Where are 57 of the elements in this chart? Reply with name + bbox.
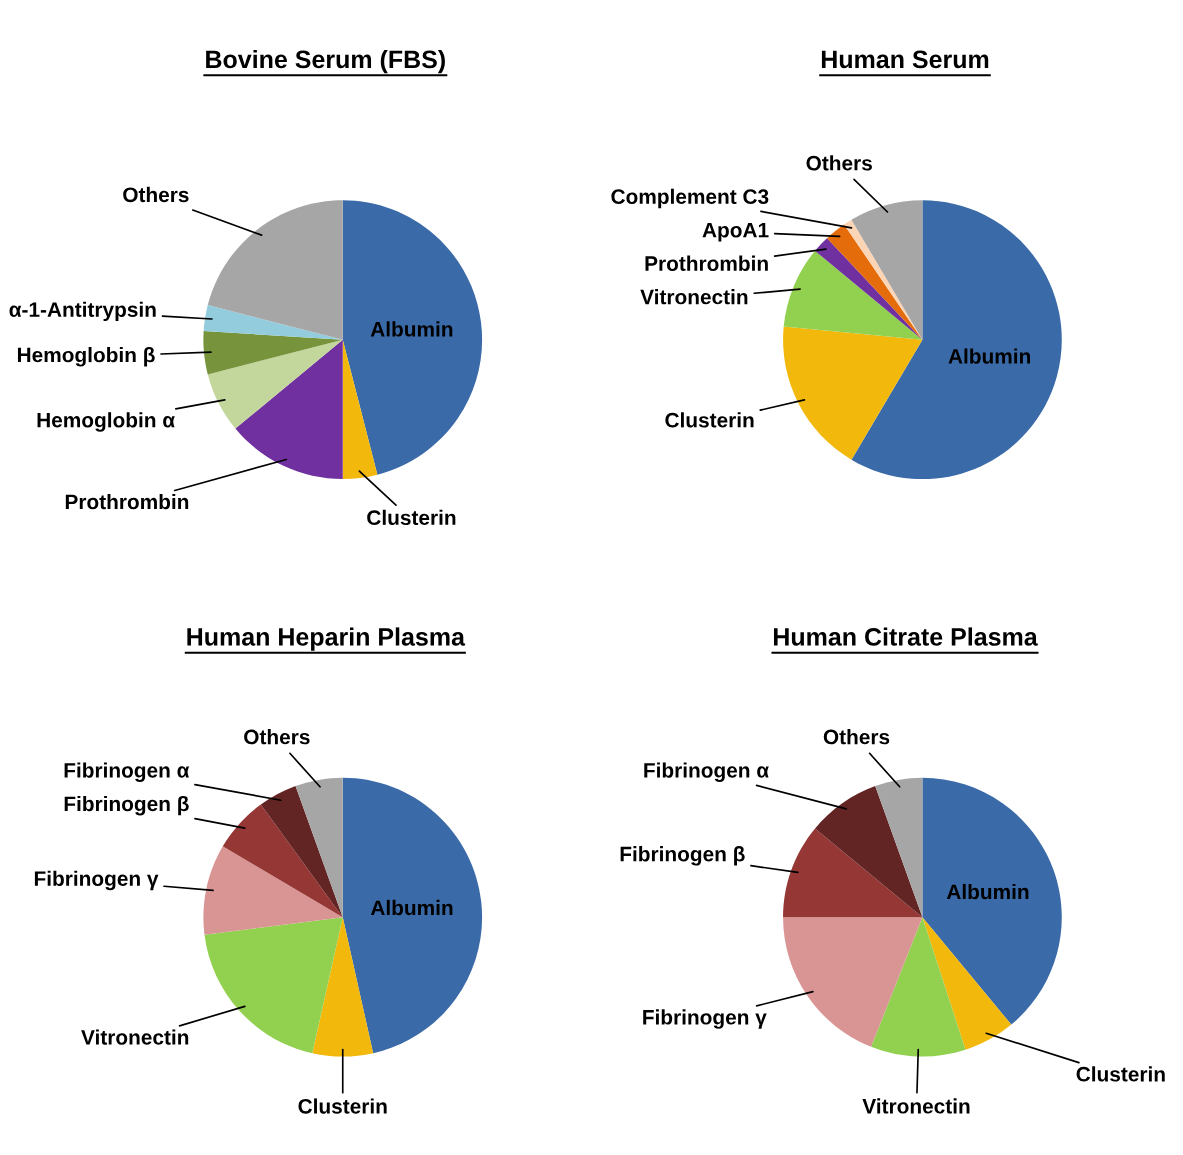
slice-label: Fibrinogen α (644, 762, 769, 782)
pie-slice (875, 777, 923, 918)
pie-slice (235, 339, 343, 480)
slice-label: Albumin (370, 899, 453, 916)
pie-slice (207, 200, 343, 340)
slice-label: Clusterin (367, 509, 456, 526)
pie-slice (222, 804, 343, 918)
chart-title: Human Serum (821, 50, 989, 69)
slice-label: Others (123, 186, 189, 203)
pie-slice (922, 917, 1012, 1050)
slice-label: Clusterin (298, 1098, 387, 1114)
slice-label: Albumin (370, 321, 453, 337)
slice-label: Vitronectin (640, 289, 748, 305)
pie-slice (871, 917, 966, 1057)
slice-label: Fibrinogen γ (34, 870, 159, 891)
chart-title: Human Heparin Plasma (187, 627, 466, 651)
pie-slice (815, 786, 923, 918)
pie-slice (204, 917, 343, 1054)
slice-label: Clusterin (1076, 1066, 1165, 1082)
chart-title: Human Citrate Plasma (773, 627, 1038, 646)
pie-slice (203, 330, 343, 375)
slice-label: Fibrinogen α (64, 762, 190, 782)
pie-slice (783, 828, 923, 918)
chart-title: Bovine Serum (FBS) (206, 49, 445, 74)
pie-slice (207, 339, 343, 429)
pie-slice (783, 917, 923, 1047)
pie-slice (203, 846, 343, 935)
pie-slice (312, 917, 374, 1057)
pie-slice (922, 777, 1062, 1025)
slice-label: Others (806, 155, 872, 171)
slice-label: Vitronectin (862, 1098, 970, 1114)
slice-label: Albumin (948, 348, 1030, 364)
pie-slice (827, 224, 923, 340)
slice-label: Complement C3 (611, 188, 769, 209)
slice-label: Fibrinogen β (620, 846, 745, 866)
pie-slice (342, 777, 483, 1054)
slice-label: Albumin (946, 883, 1029, 900)
pie-slice (783, 250, 923, 340)
pie-slice (295, 777, 343, 918)
pie-slice (342, 200, 483, 475)
slice-label: Clusterin (665, 412, 754, 428)
slice-label: Hemoglobin α (37, 412, 175, 432)
slice-label: Vitronectin (81, 1029, 189, 1045)
slice-label: Others (823, 729, 890, 745)
slice-label: Prothrombin (65, 493, 189, 510)
pie-slice (851, 200, 1062, 480)
slice-label: Hemoglobin β (17, 347, 155, 367)
slice-label: Fibrinogen β (64, 795, 189, 816)
slice-label: ApoA1 (702, 222, 769, 242)
pie-slice (203, 305, 343, 340)
pie-slice (851, 200, 923, 340)
pie-slice (783, 326, 923, 460)
slice-label: α-1-Antitrypsin (9, 301, 156, 322)
slice-label: Others (244, 729, 310, 745)
slice-label: Fibrinogen γ (643, 1009, 767, 1029)
pie-slice (260, 786, 343, 918)
slice-label: Prothrombin (645, 255, 768, 271)
